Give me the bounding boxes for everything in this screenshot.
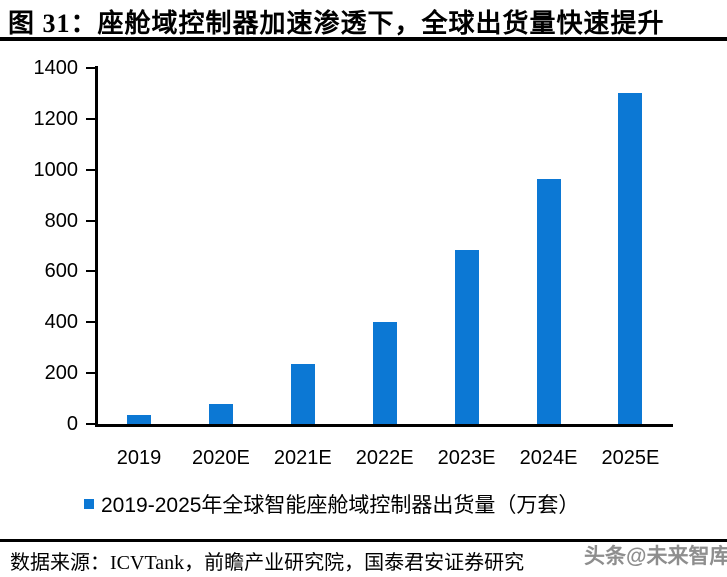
legend-marker-swatch [84, 499, 94, 509]
x-axis-label: 2019 [116, 447, 162, 469]
bar [536, 178, 561, 424]
watermark: 头条@未来智库 [584, 545, 727, 568]
x-axis-line [95, 424, 673, 427]
bar [618, 93, 643, 424]
x-axis-label: 2020E [191, 447, 250, 469]
title-divider [0, 37, 727, 41]
bar [372, 322, 397, 424]
figure-title: 图 31：座舱域控制器加速渗透下，全球出货量快速提升 [8, 9, 665, 38]
y-axis-label: 800 [44, 209, 78, 232]
y-axis-tick [86, 67, 98, 69]
x-axis-label: 2024E [519, 447, 578, 469]
y-axis-tick [86, 372, 98, 375]
y-axis-label: 200 [44, 362, 78, 385]
y-axis-tick [86, 270, 98, 273]
y-axis-tick [86, 168, 98, 171]
x-axis-label: 2021E [273, 447, 332, 469]
y-axis-tick [86, 117, 98, 120]
chart-legend: 2019-2025年全球智能座舱域控制器出货量（万套） [84, 489, 579, 519]
bar [454, 249, 479, 424]
y-axis-label: 400 [44, 311, 78, 334]
y-axis-label: 0 [66, 413, 78, 435]
y-axis-tick [86, 219, 98, 222]
footer-divider [0, 539, 727, 542]
y-axis-label: 1400 [33, 57, 79, 79]
bar [127, 415, 151, 424]
x-axis-label: 2025E [601, 447, 660, 469]
y-axis-tick [86, 321, 98, 324]
x-axis-label: 2022E [355, 447, 414, 469]
y-axis-line [95, 66, 98, 427]
y-axis-label: 1200 [33, 107, 79, 130]
bar [208, 403, 233, 424]
y-axis-tick [86, 423, 98, 425]
source-text: 数据来源：ICVTank，前瞻产业研究院，国泰君安证券研究 [10, 552, 525, 574]
x-axis-label: 2023E [437, 447, 496, 469]
y-axis-label: 1000 [33, 158, 79, 181]
y-axis-label: 600 [44, 260, 78, 283]
bar [290, 364, 315, 424]
legend-label: 2019-2025年全球智能座舱域控制器出货量（万套） [101, 494, 580, 517]
